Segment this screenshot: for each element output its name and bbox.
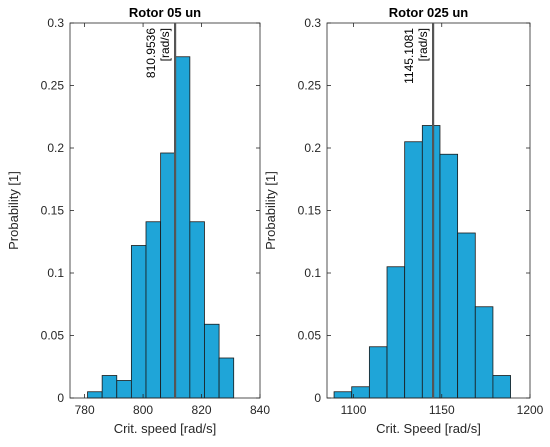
x-tick-label: 840 — [250, 403, 270, 417]
x-tick-label: 780 — [75, 403, 95, 417]
x-axis-title: Crit. Speed [rad/s] — [376, 421, 481, 436]
rotor-05-histogram-panel: 780 800 820 840 0 0.05 0.1 0.15 0.2 0.25 0.3 Rotor … — [6, 5, 270, 436]
histogram-bar — [145, 221, 162, 399]
mean-value-label: 810.9536 — [144, 28, 158, 78]
mean-unit-label: [rad/s] — [158, 28, 172, 61]
y-tick-label: 0.3 — [304, 16, 321, 30]
histogram-bar — [439, 153, 459, 399]
rotor-025-histogram-panel: 1100 1150 1200 0 0.05 0.1 0.15 0.2 0.25 0.3 Rotor … — [263, 5, 544, 436]
x-tick-label: 1200 — [517, 403, 544, 417]
y-tick-label: 0.1 — [47, 266, 64, 280]
histogram-bar — [189, 221, 205, 399]
histogram-bar — [457, 232, 476, 399]
x-axis-title: Crit. speed [rad/s] — [114, 421, 217, 436]
x-tick-label: 1100 — [341, 403, 367, 417]
chart-title: Rotor 05 un — [129, 5, 201, 20]
histogram-bar — [404, 141, 423, 399]
y-axis-title: Probability [1] — [263, 171, 278, 250]
y-tick-label: 0.25 — [298, 79, 322, 93]
histogram-bar — [386, 266, 406, 399]
histogram-bar — [174, 56, 191, 399]
y-tick-label: 0.3 — [47, 16, 64, 30]
mean-value-label: 1145.1081 — [402, 28, 416, 84]
bars-group — [333, 125, 511, 399]
y-tick-label: 0 — [57, 391, 64, 405]
y-tick-label: 0.15 — [41, 204, 65, 218]
histogram-bar — [351, 386, 370, 399]
y-tick-label: 0.15 — [298, 204, 322, 218]
histogram-bar — [130, 245, 147, 399]
histogram-bar — [204, 323, 220, 399]
y-tick-label: 0 — [314, 391, 321, 405]
y-tick-label: 0.1 — [304, 266, 321, 280]
histogram-bar — [421, 125, 441, 399]
bars-group — [87, 56, 235, 399]
x-tick-label: 800 — [133, 403, 153, 417]
histogram-bar — [87, 391, 103, 399]
histogram-bar — [160, 152, 176, 399]
y-tick-label: 0.2 — [304, 141, 321, 155]
histogram-bar — [116, 380, 132, 399]
y-tick-label: 0.2 — [47, 141, 64, 155]
histogram-bar — [368, 346, 388, 399]
x-tick-label: 820 — [192, 403, 212, 417]
histogram-bar — [492, 375, 511, 399]
histogram-bar — [333, 391, 353, 399]
y-tick-label: 0.05 — [41, 329, 65, 343]
x-tick-label: 1150 — [429, 403, 455, 417]
y-tick-label: 0.05 — [298, 329, 322, 343]
mean-unit-label: [rad/s] — [416, 28, 430, 61]
y-axis-title: Probability [1] — [6, 171, 21, 250]
histogram-bar — [474, 306, 494, 399]
histogram-bar — [101, 375, 118, 399]
histogram-bar — [218, 357, 235, 399]
chart-title: Rotor 025 un — [389, 5, 469, 20]
y-tick-label: 0.25 — [41, 79, 65, 93]
